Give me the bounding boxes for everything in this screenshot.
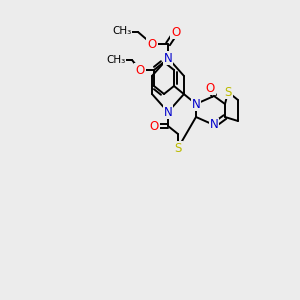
Text: N: N (210, 118, 218, 131)
Text: S: S (174, 142, 182, 154)
Text: O: O (135, 64, 145, 76)
Text: CH₃: CH₃ (112, 26, 132, 36)
Text: O: O (149, 119, 159, 133)
Text: O: O (171, 26, 181, 38)
Text: N: N (164, 52, 172, 64)
Text: O: O (206, 82, 214, 94)
Text: N: N (192, 98, 200, 110)
Text: S: S (224, 85, 232, 98)
Text: N: N (164, 106, 172, 118)
Text: CH₃: CH₃ (106, 55, 126, 65)
Text: O: O (147, 38, 157, 50)
